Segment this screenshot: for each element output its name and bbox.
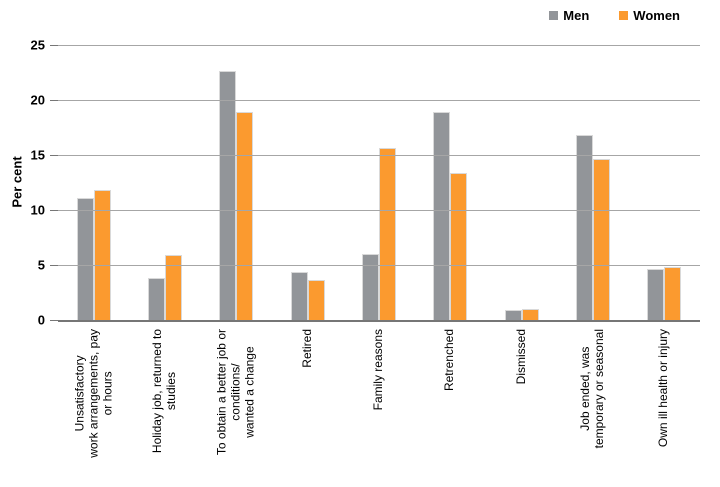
x-label-8: Job ended, was temporary or seasonal — [578, 329, 606, 449]
x-label-6: Retrenched — [442, 329, 457, 392]
x-label-slot-1: Unsatisfactory work arrangements, pay or… — [58, 326, 129, 484]
x-label-slot-4: Retired — [272, 326, 343, 484]
y-tick-label-15: 15 — [30, 147, 45, 163]
legend-swatch-women — [619, 11, 629, 20]
gridline-5 — [58, 265, 700, 266]
bar-men-5 — [361, 254, 379, 320]
bar-women-4 — [307, 280, 325, 320]
bar-women-5 — [378, 148, 396, 320]
x-label-4: Retired — [299, 329, 314, 368]
x-label-slot-5: Family reasons — [343, 326, 414, 484]
bar-women-9 — [664, 267, 682, 320]
x-label-9: Own ill health or injury — [656, 329, 671, 448]
y-tick-20 — [50, 99, 58, 101]
gridline-25 — [58, 45, 700, 46]
bar-women-2 — [164, 255, 182, 320]
bar-men-6 — [433, 112, 451, 320]
y-tick-label-20: 20 — [30, 92, 45, 108]
x-label-slot-2: Holiday job, returned to studies — [129, 326, 200, 484]
y-tick-25 — [50, 44, 58, 46]
legend-swatch-men — [549, 11, 559, 20]
x-label-slot-7: Dismissed — [486, 326, 557, 484]
bar-group-5 — [343, 45, 414, 320]
x-label-5: Family reasons — [371, 329, 386, 411]
bar-group-8 — [557, 45, 628, 320]
x-label-7: Dismissed — [513, 329, 528, 385]
y-tick-10 — [50, 209, 58, 211]
bar-women-3 — [236, 112, 254, 320]
bar-group-9 — [629, 45, 700, 320]
bar-group-6 — [415, 45, 486, 320]
y-tick-label-10: 10 — [30, 202, 45, 218]
x-label-slot-3: To obtain a better job or conditions/ wa… — [201, 326, 272, 484]
y-tick-0 — [50, 319, 58, 321]
bar-group-4 — [272, 45, 343, 320]
bar-men-2 — [147, 278, 165, 320]
bar-men-8 — [575, 135, 593, 320]
bar-group-1 — [58, 45, 129, 320]
plot-area: 0 5 10 15 20 25 — [31, 38, 700, 328]
bar-women-6 — [450, 172, 468, 320]
bar-men-9 — [647, 269, 665, 320]
bar-group-2 — [129, 45, 200, 320]
gridline-15 — [58, 155, 700, 156]
legend-label-women: Women — [633, 8, 680, 23]
y-tick-label-5: 5 — [37, 257, 45, 273]
bar-group-7 — [486, 45, 557, 320]
bar-men-7 — [504, 310, 522, 320]
y-tick-label-0: 0 — [37, 312, 45, 328]
bar-men-3 — [219, 71, 237, 320]
legend-item-men: Men — [549, 8, 589, 23]
bar-men-1 — [76, 197, 94, 320]
legend-item-women: Women — [619, 8, 680, 23]
x-label-1: Unsatisfactory work arrangements, pay or… — [71, 329, 114, 458]
x-label-slot-6: Retrenched — [415, 326, 486, 484]
y-axis-title: Per cent — [9, 156, 25, 208]
y-tick-label-25: 25 — [30, 37, 45, 53]
y-tick-5 — [50, 264, 58, 266]
x-label-2: Holiday job, returned to studies — [150, 329, 178, 454]
bar-women-1 — [93, 190, 111, 320]
x-label-slot-9: Own ill health or injury — [629, 326, 700, 484]
bar-women-7 — [521, 309, 539, 320]
gridline-20 — [58, 100, 700, 101]
y-tick-15 — [50, 154, 58, 156]
legend: Men Women — [549, 8, 680, 23]
x-axis-labels: Unsatisfactory work arrangements, pay or… — [58, 326, 700, 484]
bar-men-4 — [290, 271, 308, 320]
gridline-10 — [58, 210, 700, 211]
bar-women-8 — [592, 159, 610, 320]
bar-group-3 — [201, 45, 272, 320]
x-label-slot-8: Job ended, was temporary or seasonal — [557, 326, 628, 484]
x-label-3: To obtain a better job or conditions/ wa… — [214, 329, 257, 456]
legend-label-men: Men — [563, 8, 590, 23]
bar-groups — [58, 45, 700, 320]
